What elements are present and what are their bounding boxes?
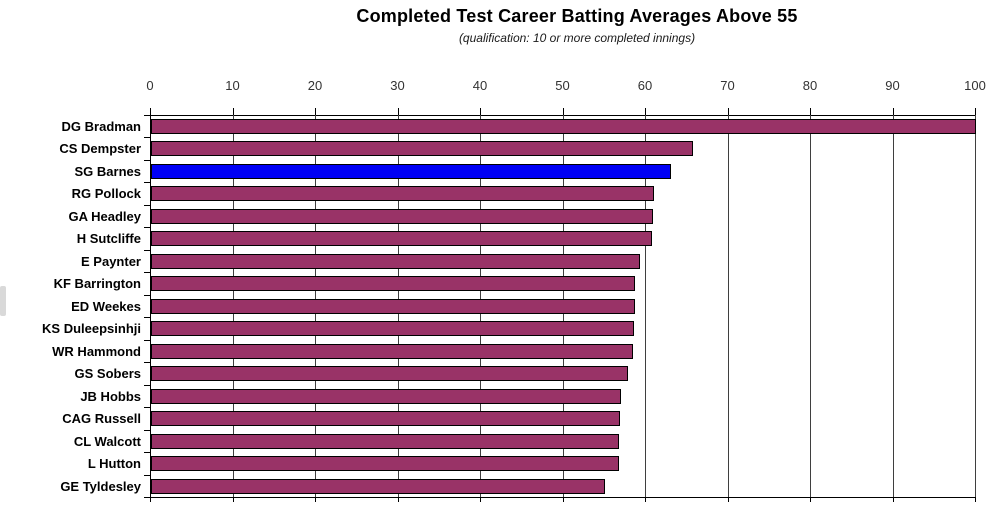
- x-axis-tick: [645, 108, 646, 115]
- y-axis-row-tick: [144, 160, 150, 161]
- category-label: L Hutton: [87, 456, 141, 472]
- bar: [151, 253, 640, 269]
- y-axis-row-tick: [144, 475, 150, 476]
- x-axis-bottom-tick: [727, 497, 729, 502]
- category-label: GA Headley: [68, 208, 142, 224]
- category-label: CS Dempster: [59, 141, 141, 157]
- y-axis-row-tick: [144, 497, 150, 498]
- bar: [151, 208, 653, 224]
- category-label: KS Duleepsinhji: [42, 321, 141, 337]
- bar: [151, 119, 976, 134]
- x-tick-label: 50: [555, 78, 570, 93]
- category-label: KF Barrington: [53, 276, 141, 292]
- x-tick-label: 0: [146, 78, 154, 93]
- x-axis-tick: [727, 108, 729, 115]
- gridline: [810, 115, 811, 497]
- chart-title: Completed Test Career Batting Averages A…: [356, 6, 798, 26]
- x-axis-tick: [810, 108, 811, 115]
- x-axis-bottom-tick: [562, 497, 564, 502]
- bar-highlighted: [151, 163, 672, 179]
- category-label: DG Bradman: [61, 119, 141, 134]
- y-axis-row-tick: [144, 250, 150, 251]
- bar: [151, 366, 628, 382]
- category-label: ED Weekes: [71, 298, 141, 314]
- x-axis-bottom-tick: [397, 497, 399, 502]
- gridline: [975, 115, 976, 497]
- bar: [151, 478, 605, 494]
- x-tick-label: 60: [637, 78, 653, 93]
- y-axis-row-tick: [144, 272, 150, 273]
- cropped-axis-label-artifact: [0, 286, 6, 316]
- category-label: RG Pollock: [71, 186, 141, 202]
- y-axis-row-tick: [144, 340, 150, 341]
- bar: [151, 343, 634, 359]
- x-axis-bottom-tick: [150, 497, 151, 502]
- category-label: CL Walcott: [73, 433, 141, 449]
- y-axis-row-tick: [144, 452, 150, 453]
- x-axis-tick: [150, 108, 151, 115]
- y-axis-row-tick: [144, 295, 150, 296]
- y-axis-row-tick: [144, 430, 150, 431]
- bar: [151, 141, 694, 157]
- bar: [151, 298, 635, 314]
- category-label: SG Barnes: [74, 163, 141, 179]
- x-axis-tick: [892, 108, 894, 115]
- bar: [151, 321, 634, 337]
- y-axis-row-tick: [144, 385, 150, 386]
- gridline: [645, 115, 646, 497]
- category-label: CAG Russell: [62, 411, 141, 427]
- x-axis-bottom-tick: [975, 497, 976, 502]
- x-axis-tick: [975, 108, 976, 115]
- x-tick-label: 10: [225, 78, 240, 93]
- category-label: H Sutcliffe: [76, 231, 141, 247]
- x-tick-label: 90: [885, 78, 900, 93]
- x-tick-label: 40: [472, 78, 488, 93]
- x-axis-bottom-tick: [892, 497, 894, 502]
- x-axis-tick: [562, 108, 564, 115]
- y-axis-row-tick: [144, 137, 150, 138]
- bar: [151, 388, 621, 404]
- x-axis-tick: [397, 108, 399, 115]
- x-tick-label: 70: [720, 78, 735, 93]
- y-axis-row-tick: [144, 182, 150, 183]
- y-axis-row-tick: [144, 362, 150, 363]
- x-tick-label: 100: [964, 78, 986, 93]
- bar: [151, 456, 619, 472]
- gridline: [892, 115, 894, 497]
- category-label: E Paynter: [81, 253, 141, 269]
- y-axis-row-tick: [144, 227, 150, 228]
- x-axis-bottom-tick: [315, 497, 316, 502]
- x-axis-tick: [315, 108, 316, 115]
- bar: [151, 411, 621, 427]
- y-axis-row-tick: [144, 205, 150, 206]
- y-axis-row-tick: [144, 317, 150, 318]
- gridline: [727, 115, 729, 497]
- bar: [151, 276, 636, 292]
- x-tick-label: 30: [390, 78, 405, 93]
- x-axis-tick: [480, 108, 481, 115]
- y-axis-row-tick: [144, 407, 150, 408]
- x-axis-bottom-tick: [480, 497, 481, 502]
- bar: [151, 231, 653, 247]
- chart-header: Completed Test Career Batting Averages A…: [150, 6, 1004, 45]
- x-axis-bottom-tick: [232, 497, 234, 502]
- category-label: JB Hobbs: [80, 388, 141, 404]
- bar: [151, 433, 619, 449]
- x-tick-label: 80: [802, 78, 818, 93]
- x-axis-bottom-tick: [645, 497, 646, 502]
- x-axis-bottom-tick: [810, 497, 811, 502]
- category-label: GE Tyldesley: [60, 478, 141, 494]
- category-label: WR Hammond: [52, 343, 141, 359]
- category-label: GS Sobers: [74, 366, 141, 382]
- y-axis-row-tick: [144, 115, 150, 116]
- bar: [151, 186, 654, 202]
- chart-subtitle: (qualification: 10 or more completed inn…: [458, 31, 696, 45]
- y-axis-line: [150, 115, 151, 498]
- x-axis-tick: [232, 108, 234, 115]
- x-tick-label: 20: [307, 78, 323, 93]
